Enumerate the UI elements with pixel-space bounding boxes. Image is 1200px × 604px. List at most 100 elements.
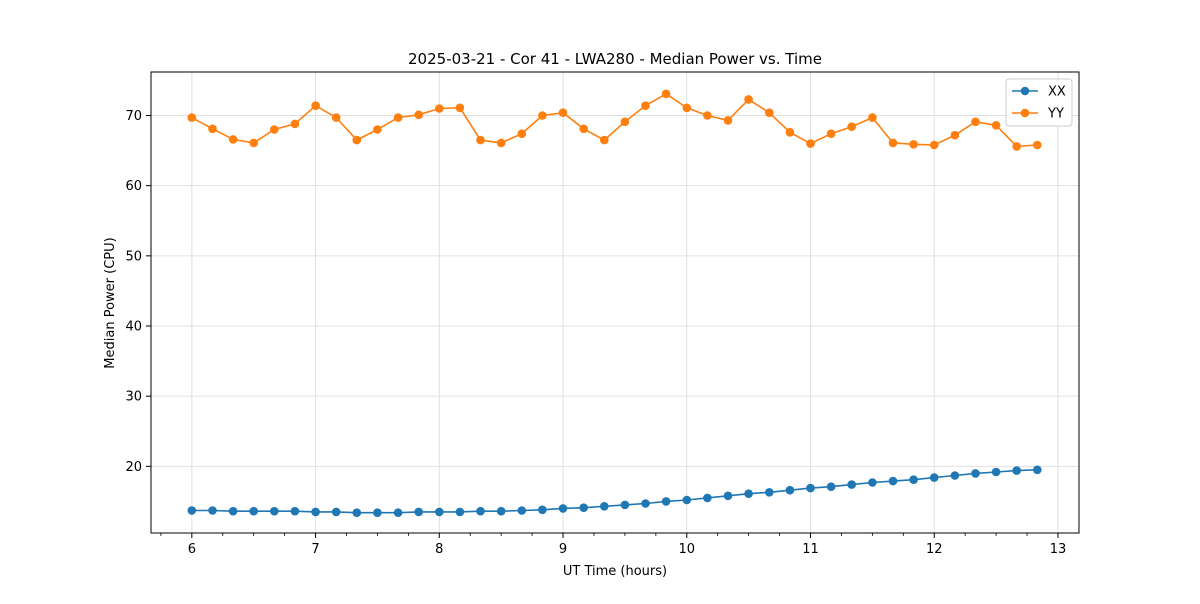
grid [151, 72, 1079, 533]
data-point-xx [435, 507, 444, 517]
plot-area [150, 71, 1080, 534]
data-point-xx [393, 508, 403, 517]
data-point-xx [909, 475, 918, 485]
data-point-yy [558, 108, 568, 117]
legend: XX YY [1005, 78, 1073, 127]
data-point-yy [991, 121, 1001, 130]
data-point-yy [909, 140, 918, 149]
data-point-yy [476, 135, 485, 145]
data-point-yy [641, 101, 650, 110]
data-point-xx [703, 493, 712, 503]
data-point-yy [723, 116, 733, 125]
data-point-yy [187, 113, 197, 122]
data-point-yy [270, 125, 279, 134]
data-point-xx [600, 502, 609, 511]
data-point-xx [414, 507, 424, 517]
data-point-yy [455, 103, 465, 113]
x-tick-label: 8 [435, 542, 443, 557]
data-point-xx [826, 482, 836, 492]
y-tick-label: 40 [125, 320, 142, 335]
y-tick-label: 30 [125, 390, 142, 405]
data-point-yy [826, 129, 836, 138]
legend-label: YY [1047, 107, 1064, 122]
data-point-yy [331, 113, 341, 122]
x-tick-label: 6 [188, 542, 196, 557]
data-point-yy [661, 89, 671, 99]
data-point-yy [579, 124, 588, 134]
data-point-xx [682, 495, 692, 505]
x-tick-label: 9 [559, 542, 567, 557]
data-point-xx [806, 483, 815, 493]
data-point-xx [476, 506, 485, 516]
data-point-xx [765, 488, 774, 497]
x-tick-label: 7 [311, 542, 319, 557]
data-point-yy [1033, 140, 1042, 150]
data-point-xx [620, 500, 630, 510]
data-point-xx [187, 506, 197, 515]
data-point-xx [373, 508, 382, 517]
data-point-yy [373, 125, 382, 134]
data-point-yy [435, 104, 444, 113]
data-point-xx [888, 476, 898, 486]
data-point-yy [785, 128, 795, 137]
data-point-yy [538, 111, 547, 120]
data-point-xx [950, 471, 960, 480]
x-tick-label: 13 [1050, 542, 1067, 557]
data-point-xx [331, 507, 341, 517]
data-point-xx [661, 497, 671, 506]
data-point-yy [682, 103, 692, 113]
ticks: 6 7 8 9 10 11 12 13 20 30 40 50 60 70 [125, 109, 1066, 557]
data-point-yy [868, 113, 877, 122]
y-tick-label: 60 [125, 179, 142, 194]
data-point-yy [765, 108, 774, 117]
data-point-xx [579, 503, 588, 512]
data-point-xx [270, 506, 279, 516]
chart-title: 2025-03-21 - Cor 41 - LWA280 - Median Po… [408, 50, 822, 68]
data-point-xx [1012, 466, 1021, 475]
data-point-xx [971, 469, 980, 478]
data-point-xx [991, 467, 1001, 477]
data-point-xx [744, 489, 753, 499]
data-point-yy [950, 130, 960, 140]
data-point-yy [414, 110, 424, 120]
data-point-xx [723, 491, 733, 501]
data-point-yy [847, 122, 856, 131]
data-point-xx [868, 478, 877, 487]
data-point-yy [393, 113, 403, 122]
data-point-yy [496, 138, 506, 148]
x-tick-label: 12 [926, 542, 943, 557]
data-point-yy [620, 117, 630, 127]
data-point-yy [208, 124, 217, 134]
data-point-xx [249, 506, 258, 516]
data-point-xx [208, 506, 217, 515]
data-point-yy [1012, 142, 1021, 151]
data-point-yy [703, 111, 712, 120]
data-point-yy [311, 101, 320, 110]
data-point-yy [352, 135, 362, 145]
y-tick-label: 50 [125, 249, 142, 264]
series [187, 89, 1042, 517]
data-point-yy [888, 138, 898, 148]
data-point-xx [496, 506, 506, 516]
y-tick-label: 70 [125, 109, 142, 124]
data-point-yy [228, 135, 238, 144]
data-point-xx [311, 507, 320, 517]
data-point-yy [806, 139, 815, 148]
x-axis-label: UT Time (hours) [563, 564, 667, 579]
data-point-xx [228, 506, 238, 516]
data-point-yy [929, 140, 939, 150]
data-point-xx [1033, 465, 1042, 475]
x-tick-label: 10 [678, 542, 695, 557]
data-point-yy [290, 119, 300, 129]
series-line-yy [191, 92, 1038, 148]
series-line-xx [191, 469, 1038, 514]
legend-marker [1020, 86, 1030, 96]
data-point-xx [558, 504, 568, 513]
data-point-xx [352, 508, 362, 517]
data-point-yy [744, 95, 753, 104]
data-point-yy [600, 135, 609, 145]
y-tick-label: 20 [125, 460, 142, 475]
y-axis-label: Median Power (CPU) [103, 237, 118, 368]
data-point-xx [538, 505, 547, 515]
